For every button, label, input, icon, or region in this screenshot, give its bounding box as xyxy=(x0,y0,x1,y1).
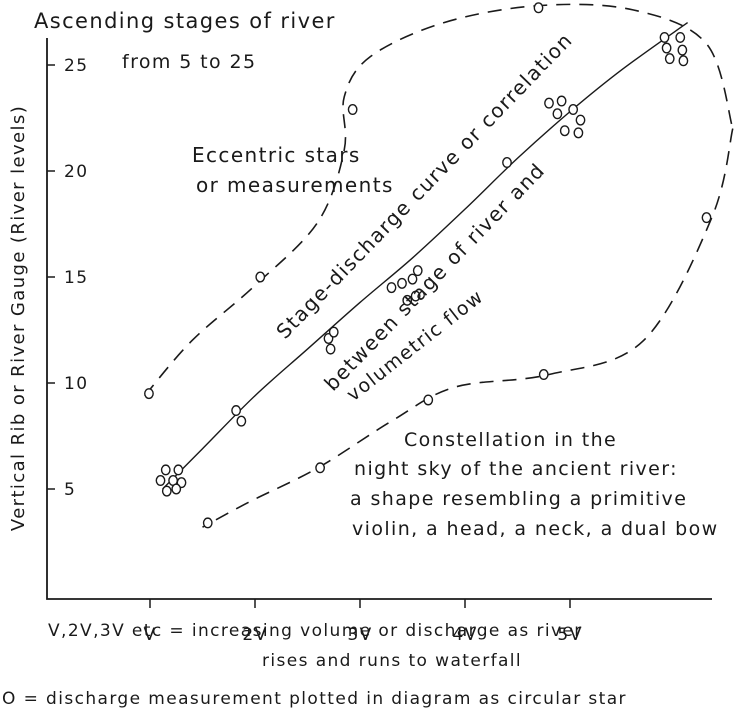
measurement-star xyxy=(161,485,172,497)
measurement-star xyxy=(678,55,689,67)
annotation-or-measurements: or measurements xyxy=(196,173,394,197)
y-tick-label: 25 xyxy=(64,56,88,76)
x-axis-label-line-2: rises and runs to waterfall xyxy=(262,651,522,671)
measurement-star xyxy=(236,415,247,427)
measurement-star xyxy=(402,294,413,306)
measurement-star xyxy=(568,104,579,116)
measurement-star xyxy=(559,125,570,137)
x-axis-label-line-1: V,2V,3V etc = increasing volume or disch… xyxy=(48,621,583,641)
y-tick-label: 15 xyxy=(64,268,88,288)
measurement-star xyxy=(544,97,554,109)
annotation-constellation-line-3: a shape resembling a primitive xyxy=(350,488,687,510)
measurement-star xyxy=(661,42,672,54)
measurement-star xyxy=(410,290,421,302)
measurement-star xyxy=(386,282,397,294)
measurement-star xyxy=(231,405,242,417)
y-tick-label: 5 xyxy=(64,480,76,500)
annotation-constellation-line-1: Constellation in the xyxy=(404,429,617,451)
legend-note: O = discharge measurement plotted in dia… xyxy=(2,689,627,709)
measurement-star xyxy=(171,483,182,495)
chart-subtitle: from 5 to 25 xyxy=(122,51,256,73)
measurement-star xyxy=(347,104,358,116)
plot-layer: 5 10 15 20 25 V 2V 3V 4V 5V xyxy=(46,2,734,645)
x-tick-label: 4V xyxy=(452,625,477,645)
measurement-star xyxy=(160,464,171,476)
y-tick-label: 20 xyxy=(64,162,88,182)
measurement-star xyxy=(575,114,586,126)
x-tick-label: 3V xyxy=(347,625,372,645)
y-tick-label: 10 xyxy=(64,374,88,394)
annotation-constellation-line-4: violin, a head, a neck, a dual bow xyxy=(352,518,719,540)
measurement-star xyxy=(423,394,434,406)
annotation-constellation-line-2: night sky of the ancient river: xyxy=(354,458,678,480)
measurement-star xyxy=(144,388,154,400)
measurement-star xyxy=(325,343,336,355)
chart-title: Ascending stages of river xyxy=(34,9,336,33)
measurement-star xyxy=(328,326,339,338)
measurement-star xyxy=(538,369,549,381)
measurement-star xyxy=(397,277,407,289)
measurement-star xyxy=(407,273,418,285)
measurement-star xyxy=(556,95,567,107)
measurement-star xyxy=(701,212,712,224)
measurement-star xyxy=(315,462,325,474)
x-tick-label: V xyxy=(143,625,156,645)
measurement-star xyxy=(155,475,166,487)
measurement-star xyxy=(552,108,563,120)
x-tick-label: 2V xyxy=(242,625,267,645)
measurement-star xyxy=(202,517,213,529)
x-tick-label: 5V xyxy=(557,625,582,645)
measurement-star xyxy=(502,157,512,169)
annotation-eccentric-stars: Eccentric stars xyxy=(192,143,361,167)
measurement-star xyxy=(573,127,584,139)
measurement-star xyxy=(173,464,184,476)
envelope-lower-dashed xyxy=(202,128,734,528)
measurement-star xyxy=(412,265,423,277)
measurement-star xyxy=(675,31,686,43)
measurement-star xyxy=(677,44,688,56)
measurement-star xyxy=(533,2,544,14)
stage-discharge-curve xyxy=(162,22,689,490)
y-axis-label: Vertical Rib or River Gauge (River level… xyxy=(8,105,29,531)
axes-frame xyxy=(46,38,712,600)
measurement-star xyxy=(664,53,675,65)
measurement-star xyxy=(255,271,266,283)
envelope-upper-dashed xyxy=(144,3,734,397)
measurement-star xyxy=(659,31,670,43)
